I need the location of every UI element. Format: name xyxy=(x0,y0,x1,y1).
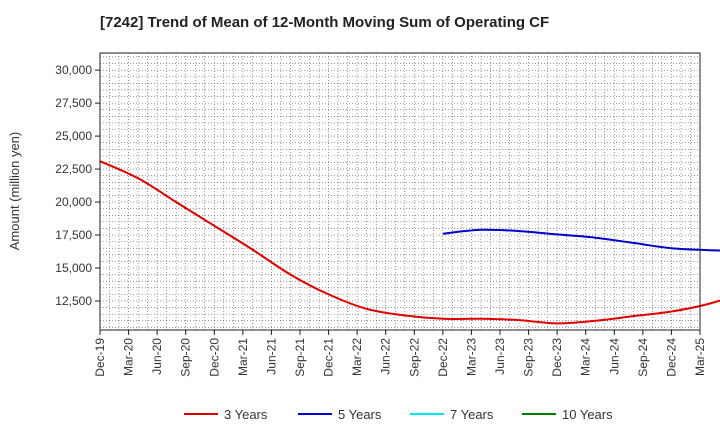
y-tick-label: 12,500 xyxy=(55,294,92,308)
grid xyxy=(100,53,700,330)
x-tick-label: Dec-19 xyxy=(93,338,107,377)
x-tick-label: Jun-23 xyxy=(493,338,507,375)
x-tick-label: Mar-22 xyxy=(350,338,364,376)
x-tick-label: Sep-24 xyxy=(636,338,650,377)
x-tick-label: Dec-21 xyxy=(322,338,336,377)
plot-area xyxy=(100,53,700,330)
x-tick-label: Mar-24 xyxy=(579,338,593,376)
plot-frame xyxy=(99,52,701,331)
x-axis: Dec-19 Mar-20 Jun-20 Sep-20 Dec-20 Mar-21 Jun-… xyxy=(93,330,707,377)
legend-label: 5 Years xyxy=(338,407,382,422)
chart-title: [7242] Trend of Mean of 12-Month Moving … xyxy=(100,14,549,31)
x-tick-label: Mar-23 xyxy=(464,338,478,376)
y-tick-label: 30,000 xyxy=(55,63,92,77)
y-tick-label: 27,500 xyxy=(55,96,92,110)
series-line-3-years xyxy=(99,160,720,325)
x-tick-label: Dec-20 xyxy=(207,338,221,377)
legend-label: 10 Years xyxy=(562,407,613,422)
x-tick-label: Jun-24 xyxy=(607,338,621,375)
x-tick-label: Dec-23 xyxy=(550,338,564,377)
x-tick-label: Mar-21 xyxy=(236,338,250,376)
x-tick-label: Sep-20 xyxy=(179,338,193,377)
legend: 3 Years 5 Years 7 Years 10 Years xyxy=(184,407,613,422)
y-tick-label: 25,000 xyxy=(55,129,92,143)
legend-label: 3 Years xyxy=(224,407,268,422)
y-tick-label: 15,000 xyxy=(55,261,92,275)
x-tick-label: Jun-21 xyxy=(264,338,278,375)
x-tick-label: Sep-22 xyxy=(407,338,421,377)
x-tick-label: Mar-25 xyxy=(693,338,707,376)
x-tick-label: Jun-20 xyxy=(150,338,164,375)
y-tick-label: 17,500 xyxy=(55,228,92,242)
series-lines xyxy=(99,160,720,325)
series-line-5-years xyxy=(442,228,720,252)
x-tick-label: Jun-22 xyxy=(379,338,393,375)
legend-label: 7 Years xyxy=(450,407,494,422)
y-tick-label: 22,500 xyxy=(55,162,92,176)
x-tick-label: Sep-21 xyxy=(293,338,307,377)
x-tick-label: Dec-22 xyxy=(436,338,450,377)
x-tick-label: Mar-20 xyxy=(122,338,136,376)
y-tick-label: 20,000 xyxy=(55,195,92,209)
x-tick-label: Dec-24 xyxy=(664,338,678,377)
y-axis: 12,500 15,000 17,500 20,000 22,500 25,000 27,5… xyxy=(55,63,100,308)
x-tick-label: Sep-23 xyxy=(522,338,536,377)
y-axis-label: Amount (million yen) xyxy=(7,132,22,251)
